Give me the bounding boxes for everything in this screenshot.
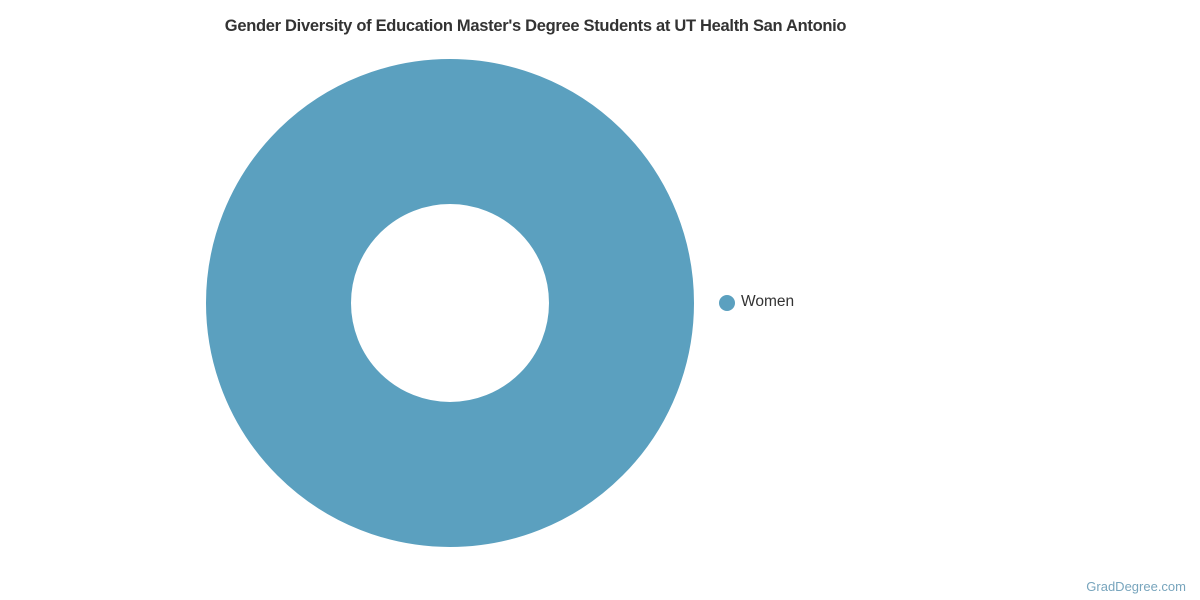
donut-chart: Women xyxy=(206,59,694,547)
legend-swatch-circle xyxy=(719,295,735,311)
donut-slice-women[interactable]: Women xyxy=(206,59,694,547)
chart-title: Gender Diversity of Education Master's D… xyxy=(224,17,847,35)
donut-chart-svg: Women xyxy=(206,59,694,547)
legend-item-women[interactable]: Women xyxy=(718,292,794,312)
legend-marker-women xyxy=(719,295,735,311)
legend-label-women: Women xyxy=(741,293,795,310)
watermark-link[interactable]: GradDegree.com xyxy=(1086,579,1186,594)
legend: Women xyxy=(718,292,794,312)
